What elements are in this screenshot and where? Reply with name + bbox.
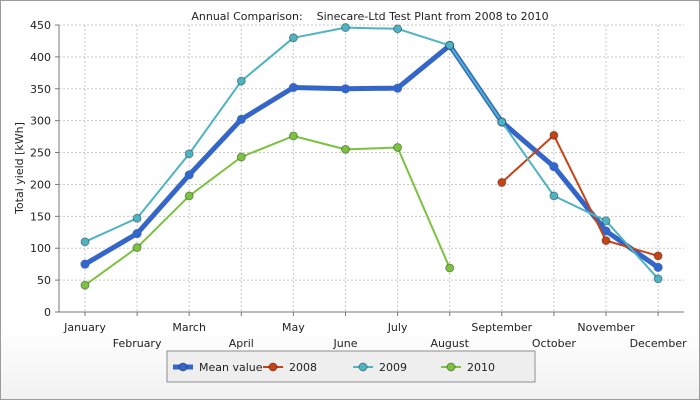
x-tick-label: October [532, 337, 576, 350]
legend-label-2008: 2008 [289, 361, 317, 374]
data-point-2008 [601, 236, 611, 246]
data-point-mean-value [132, 229, 142, 239]
series-group [80, 23, 663, 290]
data-point-2009 [445, 40, 455, 50]
x-tick-label: February [113, 337, 162, 350]
series-line-2010 [84, 135, 451, 287]
data-point-2009 [184, 149, 194, 159]
data-point-2009 [497, 117, 507, 127]
chart-title: Annual Comparison: Sinecare-Ltd Test Pla… [191, 10, 548, 23]
legend-label-2009: 2009 [379, 361, 407, 374]
x-tick-label: April [229, 337, 254, 350]
data-point-mean-value [393, 83, 403, 93]
y-tick-label: 200 [30, 178, 51, 191]
data-point-mean-value [80, 259, 90, 269]
x-tick-label: July [387, 321, 408, 334]
data-point-2010 [445, 263, 455, 273]
data-point-2010 [341, 144, 350, 154]
y-tick-label: 100 [30, 242, 51, 255]
data-point-2010 [132, 243, 142, 253]
y-axis-label: Total yield [kWh] [13, 122, 26, 215]
data-point-2010 [393, 142, 403, 152]
y-tick-label: 250 [30, 147, 51, 160]
x-tick-labels: January February March April May June July Augu… [63, 312, 687, 350]
y-tick-label: 400 [30, 51, 51, 64]
data-point-mean-value [653, 262, 663, 272]
data-point-2009 [341, 23, 350, 33]
data-point-mean-value [549, 162, 559, 172]
x-tick-label: March [172, 321, 206, 334]
series-line-mean-value [82, 42, 661, 270]
data-point-2009 [653, 274, 663, 284]
legend-swatch-marker-2010 [446, 362, 456, 372]
legend-label-mean-value: Mean value [199, 361, 263, 374]
x-tick-label: June [333, 337, 358, 350]
y-tick-label: 450 [30, 19, 51, 32]
y-tick-label: 0 [44, 306, 51, 319]
y-tick-labels: 0 50 100 150 200 250 300 350 400 450 [30, 19, 59, 319]
data-point-2008 [497, 178, 507, 188]
data-point-2009 [288, 33, 298, 43]
x-tick-label: January [63, 321, 106, 334]
data-point-2008 [549, 130, 559, 140]
data-point-2010 [80, 280, 90, 290]
data-point-mean-value [288, 83, 298, 93]
y-tick-label: 300 [30, 115, 51, 128]
data-point-mean-value [341, 84, 350, 94]
data-point-2009 [549, 191, 559, 201]
data-point-2009 [601, 216, 611, 226]
legend-label-2010: 2010 [467, 361, 495, 374]
legend: Mean value 2008 2009 2010 [166, 350, 536, 383]
x-tick-label: May [282, 321, 305, 334]
data-point-2008 [653, 251, 663, 261]
data-point-2009 [80, 237, 90, 247]
y-tick-label: 150 [30, 210, 51, 223]
x-tick-label: September [471, 321, 532, 334]
data-point-2010 [236, 152, 246, 162]
legend-swatch-marker-mean-value [178, 362, 188, 372]
data-point-2010 [184, 191, 194, 201]
legend-swatch-marker-2008 [268, 362, 278, 372]
data-point-mean-value [236, 114, 246, 124]
legend-box [166, 350, 536, 383]
series-line-2009 [84, 26, 660, 280]
data-point-2009 [393, 24, 403, 34]
y-tick-label: 350 [30, 83, 51, 96]
data-point-2010 [288, 131, 298, 141]
x-tick-label: August [430, 337, 469, 350]
x-tick-label: November [577, 321, 635, 334]
legend-swatch-marker-2009 [358, 362, 368, 372]
data-point-2009 [132, 213, 142, 223]
data-point-mean-value [184, 170, 194, 180]
data-point-2009 [236, 76, 246, 86]
y-tick-label: 50 [37, 274, 51, 287]
x-tick-label: December [630, 337, 688, 350]
grid-lines [59, 24, 684, 312]
